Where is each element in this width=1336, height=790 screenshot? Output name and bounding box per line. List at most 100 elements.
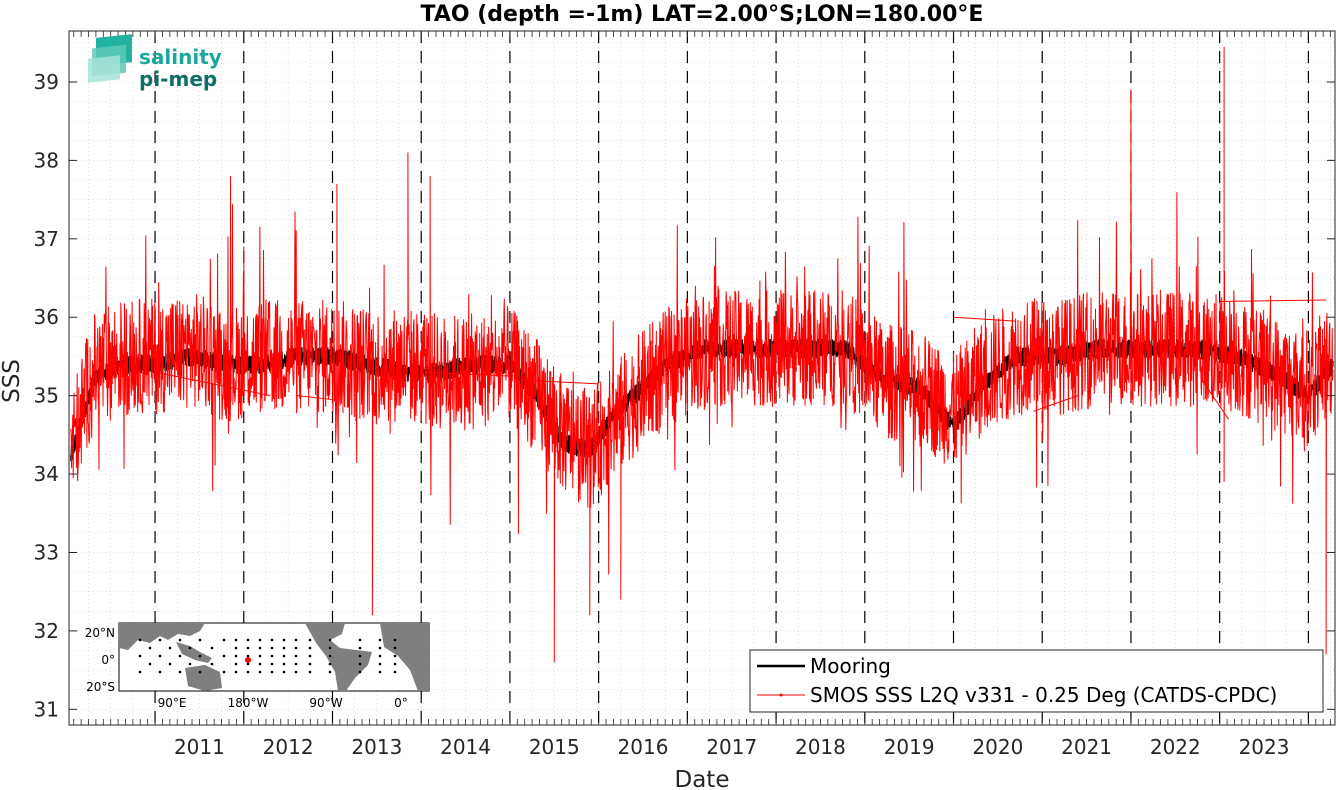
y-tick-label: 38 — [34, 148, 59, 172]
map-mooring-dot — [158, 654, 162, 658]
map-mooring-dot — [294, 662, 298, 666]
axis-ticks: 2011 2012 2013 2014 2015 2016 2017 2018 2019 2020… — [34, 31, 1335, 759]
x-axis-label: Date — [675, 767, 730, 790]
map-lat-label-20s: 20°S — [86, 680, 115, 694]
map-mooring-dot — [294, 654, 298, 658]
map-mooring-dot — [198, 638, 202, 642]
map-mooring-dot — [393, 638, 397, 642]
map-mooring-dot — [378, 638, 382, 642]
map-mooring-dot — [358, 662, 362, 666]
map-mooring-dot — [294, 646, 298, 650]
map-lat-label-0: 0° — [101, 653, 115, 667]
legend: Mooring SMOS SSS L2Q v331 - 0.25 Deg (CA… — [749, 649, 1324, 713]
legend-mooring-label: Mooring — [810, 654, 891, 678]
map-mooring-dot — [378, 662, 382, 666]
map-mooring-dot — [378, 670, 382, 674]
map-mooring-dot — [188, 662, 192, 666]
y-tick-label: 36 — [34, 305, 59, 329]
x-tick-label: 2020 — [972, 735, 1023, 759]
map-mooring-dot — [210, 646, 214, 650]
x-tick-label: 2022 — [1150, 735, 1201, 759]
map-mooring-dot — [308, 638, 312, 642]
map-lon-label-90e: 90°E — [158, 696, 187, 710]
salinity-pi-mep-logo: salinity pi-mep — [88, 34, 222, 91]
map-mooring-dot — [148, 662, 152, 666]
map-mooring-dot — [234, 662, 238, 666]
map-mooring-dot — [282, 670, 286, 674]
map-lat-label-20n: 20°N — [85, 626, 115, 640]
map-mooring-dot — [358, 670, 362, 674]
smos-gap-segment — [421, 371, 510, 377]
map-mooring-dot — [246, 670, 250, 674]
map-mooring-dot — [222, 638, 226, 642]
x-tick-label: 2019 — [884, 735, 935, 759]
map-mooring-dot — [270, 670, 274, 674]
land-africa — [380, 623, 429, 691]
map-mooring-dot — [270, 646, 274, 650]
x-tick-label: 2012 — [263, 735, 314, 759]
map-mooring-dot — [308, 670, 312, 674]
land-americas — [305, 623, 372, 691]
mooring-location-dots — [138, 638, 397, 674]
smos-gap-segment — [1033, 395, 1078, 412]
y-tick-label: 39 — [34, 70, 59, 94]
map-mooring-dot — [358, 638, 362, 642]
x-tick-label: 2014 — [440, 735, 491, 759]
land-asia — [119, 623, 205, 650]
map-mooring-dot — [178, 638, 182, 642]
land-australia — [185, 665, 222, 691]
smos-gap-segment — [154, 371, 271, 397]
x-tick-label: 2016 — [618, 735, 669, 759]
map-mooring-dot — [328, 638, 332, 642]
y-axis-label: SSS — [0, 359, 25, 403]
smos-gap-segment — [1201, 379, 1229, 420]
x-tick-label: 2015 — [529, 735, 580, 759]
map-mooring-dot — [294, 638, 298, 642]
map-mooring-dot — [246, 662, 250, 666]
map-mooring-dot — [378, 646, 382, 650]
map-mooring-dot — [282, 638, 286, 642]
map-mooring-dot — [282, 662, 286, 666]
smos-gap-segment — [953, 316, 1016, 322]
map-lon-label-180w: 180°W — [228, 696, 269, 710]
map-mooring-dot — [138, 670, 142, 674]
x-tick-label: 2011 — [174, 735, 225, 759]
map-mooring-dot — [198, 670, 202, 674]
map-mooring-dot — [234, 654, 238, 658]
map-mooring-dot — [158, 638, 162, 642]
x-tick-label: 2023 — [1239, 735, 1290, 759]
x-tick-label: 2018 — [795, 735, 846, 759]
map-mooring-dot — [328, 646, 332, 650]
map-mooring-dot — [308, 654, 312, 658]
map-mooring-dot — [282, 646, 286, 650]
map-lon-label-0: 0° — [394, 696, 408, 710]
map-mooring-dot — [246, 654, 250, 658]
map-mooring-dot — [222, 654, 226, 658]
y-tick-label: 33 — [34, 540, 59, 564]
smos-gap-segment — [518, 379, 599, 385]
map-lon-label-90w: 90°W — [309, 696, 342, 710]
map-mooring-dot — [258, 670, 262, 674]
data-series — [70, 46, 1334, 663]
map-mooring-dot — [178, 670, 182, 674]
legend-smos-label: SMOS SSS L2Q v331 - 0.25 Deg (CATDS-CPDC… — [810, 683, 1277, 707]
map-mooring-dot — [234, 670, 238, 674]
map-mooring-dot — [234, 646, 238, 650]
y-tick-label: 37 — [34, 227, 59, 251]
smos-gap-segment — [296, 395, 333, 401]
map-mooring-dot — [393, 646, 397, 650]
map-mooring-dot — [168, 646, 172, 650]
map-mooring-dot — [393, 670, 397, 674]
legend-smos-marker — [779, 693, 783, 697]
map-mooring-dot — [294, 670, 298, 674]
map-mooring-dot — [258, 662, 262, 666]
map-mooring-dot — [158, 670, 162, 674]
x-tick-label: 2017 — [706, 735, 757, 759]
x-tick-label: 2021 — [1061, 735, 1112, 759]
map-mooring-dot — [308, 646, 312, 650]
selected-mooring-marker — [245, 657, 251, 663]
map-mooring-dot — [378, 654, 382, 658]
smos-gap-segment — [1219, 299, 1327, 303]
map-mooring-dot — [138, 638, 142, 642]
